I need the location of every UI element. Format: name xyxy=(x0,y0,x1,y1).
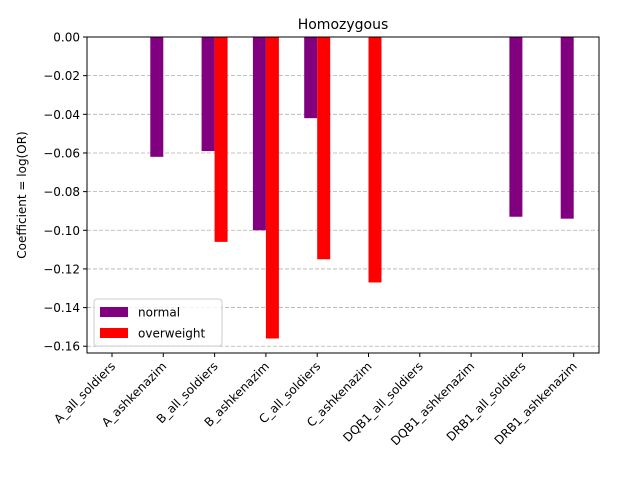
bar-overweight-C_ashkenazim xyxy=(368,37,382,283)
plot-frame xyxy=(86,36,600,354)
bar-normal-B_ashkenazim xyxy=(252,37,266,231)
legend-label-normal: normal xyxy=(138,306,180,320)
y-tick-label: −0.08 xyxy=(43,185,80,199)
y-tick-label: 0.00 xyxy=(53,31,80,45)
y-tick-label: −0.16 xyxy=(43,340,80,354)
x-axis-ticks: A_all_soldiersA_ashkenazimB_all_soldiers… xyxy=(51,353,580,448)
legend-label-overweight: overweight xyxy=(138,327,206,341)
y-axis-ticks: 0.00 −0.02 −0.04 −0.06 −0.08 −0.10 −0.12 −0.14 −… xyxy=(43,31,87,354)
bar-normal-B_all_soldiers xyxy=(201,37,215,152)
legend-swatch-normal xyxy=(100,307,128,317)
bar-overweight-B_all_soldiers xyxy=(214,37,228,242)
legend: normal overweight xyxy=(93,298,223,347)
gridlines xyxy=(87,36,599,347)
bars xyxy=(150,37,574,339)
y-tick-label: −0.02 xyxy=(43,69,80,83)
y-tick-label: −0.06 xyxy=(43,146,80,160)
bar-overweight-B_ashkenazim xyxy=(265,37,279,339)
y-axis-label: Coefficient = log(OR) xyxy=(15,131,29,258)
legend-swatch-overweight xyxy=(100,328,128,338)
y-tick-label: −0.12 xyxy=(43,262,80,276)
chart-title: Homozygous xyxy=(298,17,389,33)
bar-overweight-C_all_soldiers xyxy=(317,37,331,260)
y-tick-label: −0.04 xyxy=(43,108,80,122)
bar-normal-DRB1_all_soldiers xyxy=(509,37,523,217)
y-tick-label: −0.10 xyxy=(43,224,80,238)
bar-normal-DRB1_ashkenazim xyxy=(560,37,574,219)
bar-normal-C_all_soldiers xyxy=(304,37,318,119)
y-tick-label: −0.14 xyxy=(43,301,80,315)
bar-normal-A_ashkenazim xyxy=(150,37,164,157)
